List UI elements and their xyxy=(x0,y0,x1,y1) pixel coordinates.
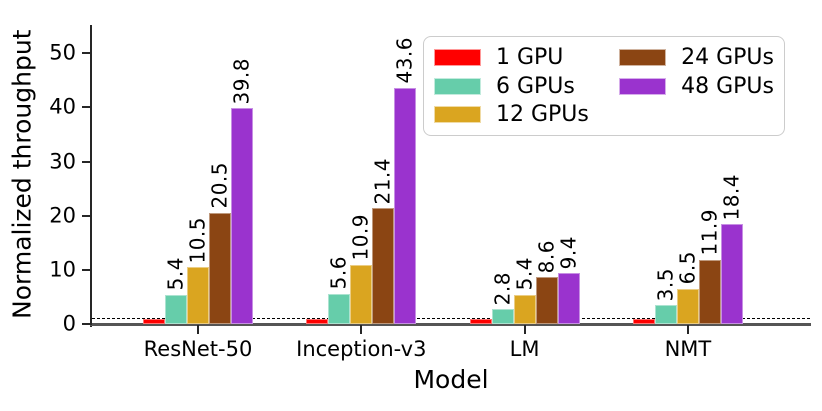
bar xyxy=(632,318,655,324)
x-tick xyxy=(523,325,526,334)
reference-line-y1 xyxy=(92,317,810,319)
bar-value-label: 5.6 xyxy=(326,256,351,290)
y-tick xyxy=(82,268,92,271)
bar xyxy=(557,273,580,324)
bar-value-label: 8.6 xyxy=(534,240,559,274)
y-axis-label: Normalized throughput xyxy=(7,29,37,320)
bar-value-label: 10.5 xyxy=(185,216,210,264)
bar xyxy=(143,318,165,324)
legend-label: 12 GPUs xyxy=(496,102,589,128)
bar-value-label: 10.9 xyxy=(348,214,373,261)
y-tick-label: 30 xyxy=(49,149,76,174)
bar-value-label: 5.4 xyxy=(163,257,188,291)
y-axis-line xyxy=(90,25,92,327)
legend-label: 1 GPU xyxy=(496,44,564,70)
x-tick-label: ResNet-50 xyxy=(143,337,253,361)
y-tick xyxy=(82,214,92,217)
bar xyxy=(350,264,373,324)
bar xyxy=(491,308,514,324)
x-tick xyxy=(197,325,199,334)
bar-value-label: 3.5 xyxy=(653,267,678,302)
bar-value-label: 20.5 xyxy=(207,162,232,209)
bar xyxy=(372,208,395,324)
bar xyxy=(654,305,677,324)
bar xyxy=(535,277,558,324)
y-tick xyxy=(82,160,92,163)
bar xyxy=(231,108,253,324)
x-axis-line xyxy=(90,323,811,326)
bar-value-label: 11.9 xyxy=(697,209,722,256)
legend-label: 6 GPUs xyxy=(496,73,575,99)
y-tick-label: 50 xyxy=(49,40,76,65)
bar-value-label: 21.4 xyxy=(370,157,395,205)
x-axis-label: Model xyxy=(413,365,489,394)
bar-value-label: 2.8 xyxy=(490,271,515,305)
bar xyxy=(698,259,721,324)
y-tick xyxy=(82,323,92,325)
bar xyxy=(513,294,536,324)
bar xyxy=(469,318,492,324)
legend-item: 12 GPUs xyxy=(434,100,619,129)
bar-value-label: 9.4 xyxy=(556,235,581,270)
legend-item: 24 GPUs xyxy=(619,43,774,72)
bar xyxy=(165,294,187,324)
y-tick-label: 0 xyxy=(62,311,76,336)
bar xyxy=(394,87,417,324)
bar xyxy=(328,293,351,324)
legend: 1 GPU 6 GPUs 12 GPUs 24 GPUs 48 GPUs xyxy=(423,36,785,136)
bar xyxy=(187,267,209,324)
y-tick xyxy=(82,52,92,55)
bar-value-label: 39.8 xyxy=(229,57,254,105)
legend-swatch xyxy=(434,48,481,66)
legend-column: 24 GPUs 48 GPUs xyxy=(619,43,774,129)
bar xyxy=(676,288,699,324)
legend-swatch xyxy=(434,77,481,95)
legend-swatch xyxy=(434,106,481,124)
bar-value-label: 5.4 xyxy=(512,257,537,291)
bar xyxy=(720,224,743,324)
legend-label: 24 GPUs xyxy=(681,45,774,71)
x-tick-label: LM xyxy=(509,337,540,361)
x-tick xyxy=(360,325,363,334)
bar-value-label: 6.5 xyxy=(675,251,700,285)
legend-item: 1 GPU xyxy=(434,43,619,72)
legend-swatch xyxy=(619,78,667,96)
legend-swatch xyxy=(619,49,667,67)
legend-item: 48 GPUs xyxy=(619,72,774,101)
y-tick xyxy=(82,106,92,109)
plot-area: 5.4 10.5 20.5 39.8 5.6 10.9 21.4 43.6 2.8 5.4 8.6 9… xyxy=(49,25,811,361)
legend-item: 6 GPUs xyxy=(434,72,619,101)
bar xyxy=(209,212,231,324)
x-tick xyxy=(686,325,689,334)
legend-label: 48 GPUs xyxy=(681,74,774,100)
bar-value-label: 18.4 xyxy=(719,173,744,221)
x-tick-label: NMT xyxy=(664,337,712,361)
y-tick-label: 10 xyxy=(49,257,76,282)
x-tick-label: Inception-v3 xyxy=(296,337,427,361)
y-tick-label: 20 xyxy=(49,203,76,228)
bar-value-label: 43.6 xyxy=(392,37,417,84)
legend-column: 1 GPU 6 GPUs 12 GPUs xyxy=(434,43,619,129)
y-tick-label: 40 xyxy=(49,94,76,119)
bar xyxy=(306,318,329,324)
